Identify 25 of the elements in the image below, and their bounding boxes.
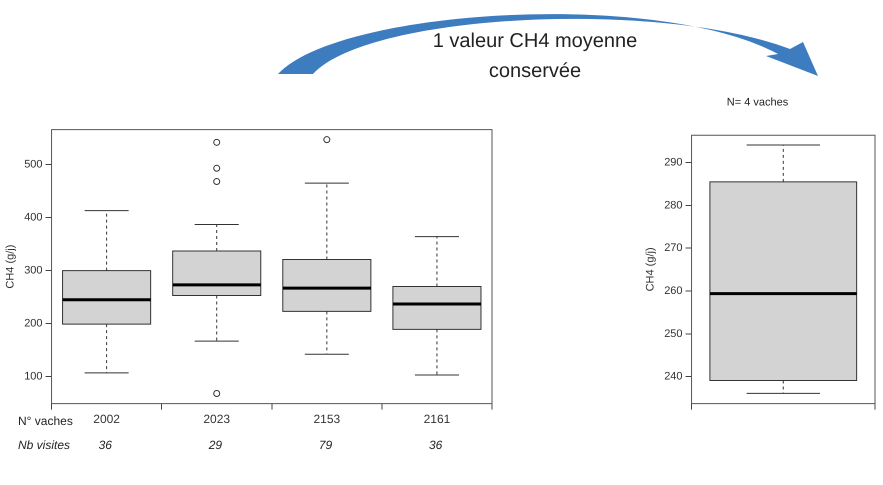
y-tick-label: 300 (24, 264, 43, 277)
y-tick-label: 260 (664, 285, 683, 298)
text: 36 (98, 438, 112, 452)
text: 29 (208, 438, 222, 452)
x-tick-label: 2153 (313, 412, 340, 426)
text: Nb visites (18, 438, 70, 452)
x-tick-label: 2161 (424, 412, 451, 426)
y-tick-label: 200 (24, 318, 43, 330)
y-tick-label: 500 (24, 158, 43, 171)
y-tick-label: 250 (664, 328, 683, 340)
x-tick-label: 2002 (93, 412, 120, 426)
y-tick-label: 280 (664, 199, 683, 212)
text: 1 valeur CH4 moyenne conservée (432, 29, 638, 84)
y-tick-label: 400 (24, 212, 43, 224)
y-axis-title: CH4 (g/j) (644, 247, 657, 292)
y-tick-label: 290 (664, 156, 683, 169)
text: 79 (318, 438, 332, 452)
x-axis-title: N° vaches (18, 414, 73, 428)
text: 36 (428, 438, 442, 452)
y-tick-label: 100 (24, 370, 43, 383)
chart-title: N= 4 vaches (726, 96, 789, 109)
x-tick-label: 2023 (203, 412, 230, 426)
y-tick-label: 270 (664, 242, 683, 254)
y-tick-label: 240 (664, 370, 683, 383)
y-axis-title: CH4 (g/j) (4, 244, 17, 289)
